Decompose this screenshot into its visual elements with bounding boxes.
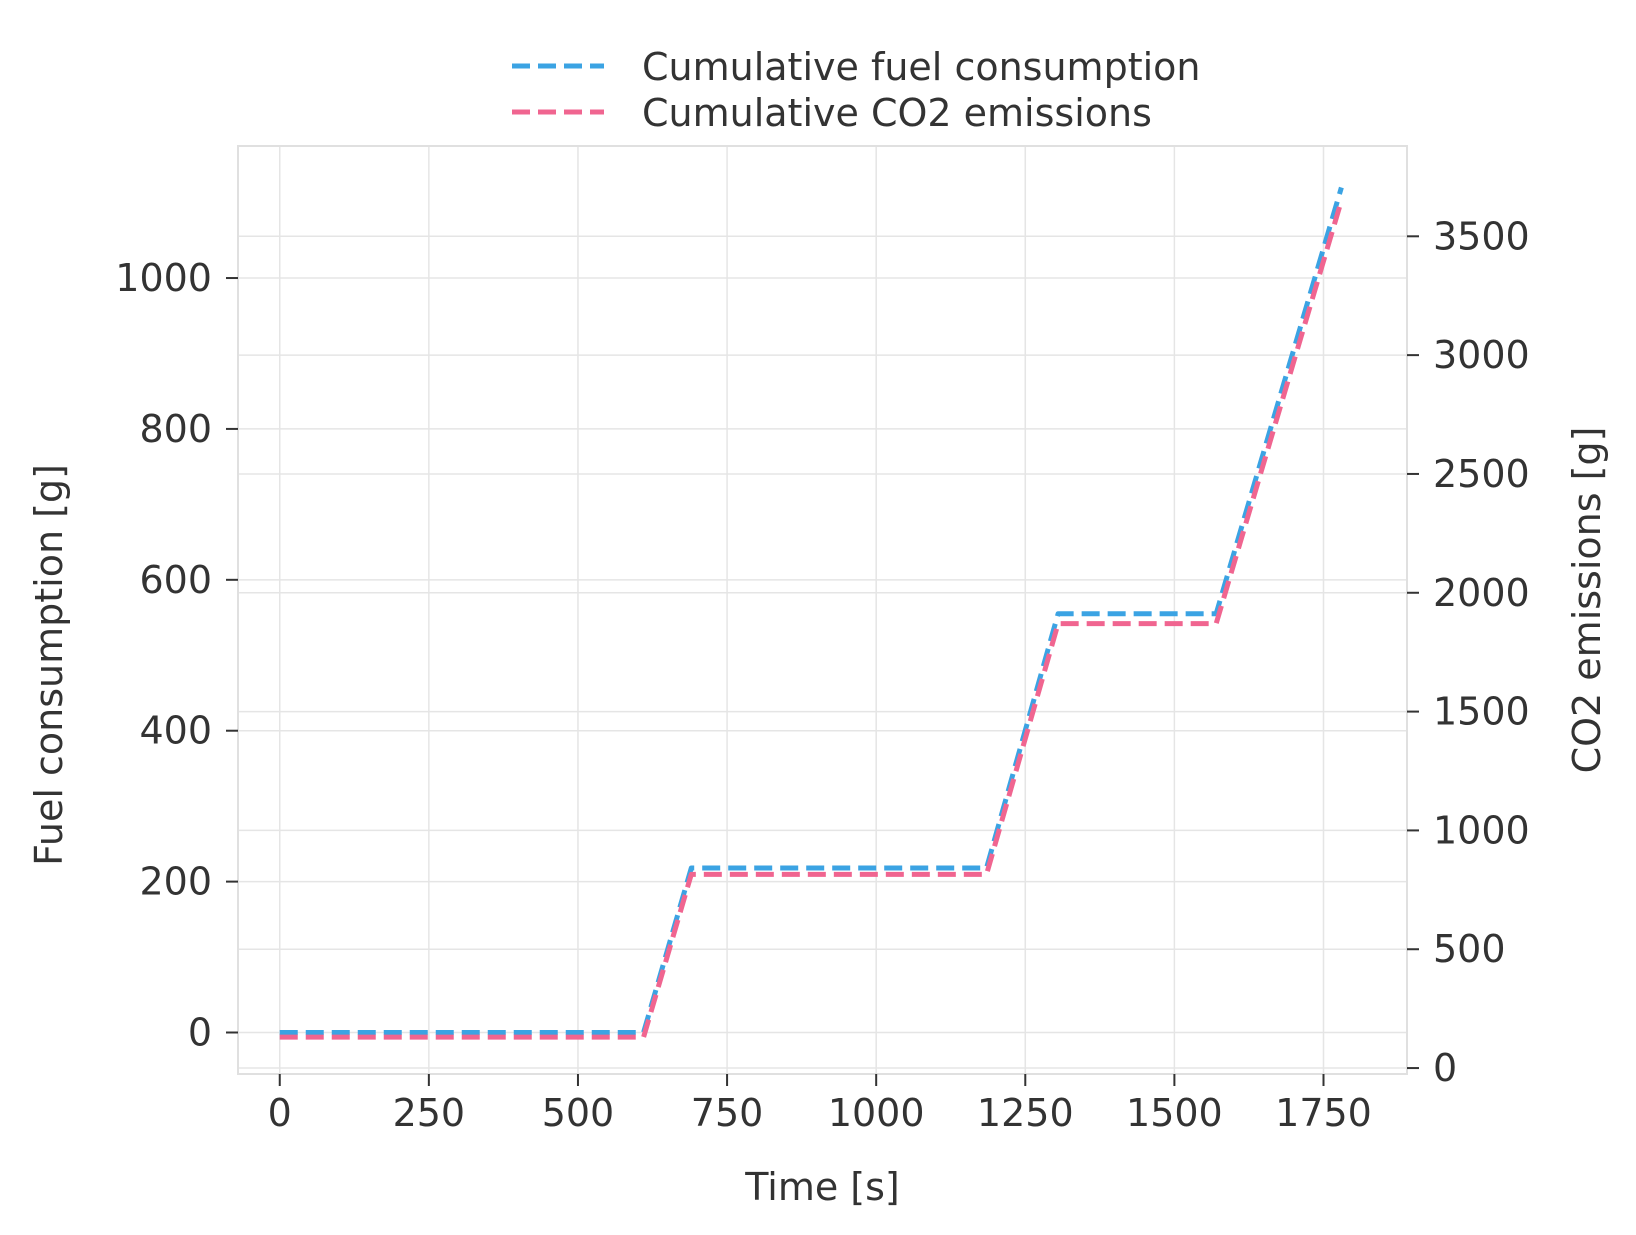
y-right-tick-label: 2500 (1433, 452, 1530, 496)
y-axis-left-label: Fuel consumption [g] (27, 464, 71, 866)
plot-area (237, 145, 1408, 1075)
series-line-co2 (279, 199, 1344, 1040)
x-tick-label: 1500 (1126, 1091, 1223, 1135)
x-axis-label: Time [s] (744, 1165, 900, 1209)
x-tick-label: 750 (691, 1091, 764, 1135)
y-left-tick-label: 200 (139, 860, 212, 904)
x-tick-label: 250 (393, 1091, 466, 1135)
x-tick-label: 1000 (828, 1091, 925, 1135)
legend-label-fuel: Cumulative fuel consumption (642, 45, 1200, 89)
y-left-tick-label: 400 (139, 709, 212, 753)
y-left-tick-label: 600 (139, 558, 212, 602)
y-axis-right-label: CO2 emissions [g] (1565, 427, 1609, 774)
x-tick-label: 1750 (1275, 1091, 1372, 1135)
series-line-fuel (279, 186, 1344, 1036)
grid-lines (238, 146, 1407, 1074)
y-right-tick-label: 2000 (1433, 571, 1530, 615)
x-tick-label: 0 (268, 1091, 292, 1135)
y-left-tick-label: 0 (188, 1011, 212, 1055)
y-left-tick-label: 1000 (115, 256, 212, 300)
y-left-tick-label: 800 (139, 407, 212, 451)
y-right-tick-label: 0 (1433, 1046, 1457, 1090)
axis-ticks: 0 250 500 750 1000 1250 1500 1750 0 200 400 600 800 1… (115, 214, 1529, 1135)
x-tick-label: 1250 (977, 1091, 1074, 1135)
y-right-tick-label: 1000 (1433, 808, 1530, 852)
legend-label-co2: Cumulative CO2 emissions (642, 91, 1152, 135)
y-right-tick-label: 3500 (1433, 214, 1530, 258)
y-right-tick-label: 500 (1433, 927, 1506, 971)
y-right-tick-label: 3000 (1433, 333, 1530, 377)
y-right-tick-label: 1500 (1433, 690, 1530, 734)
x-tick-label: 500 (542, 1091, 615, 1135)
series-lines (279, 186, 1344, 1040)
